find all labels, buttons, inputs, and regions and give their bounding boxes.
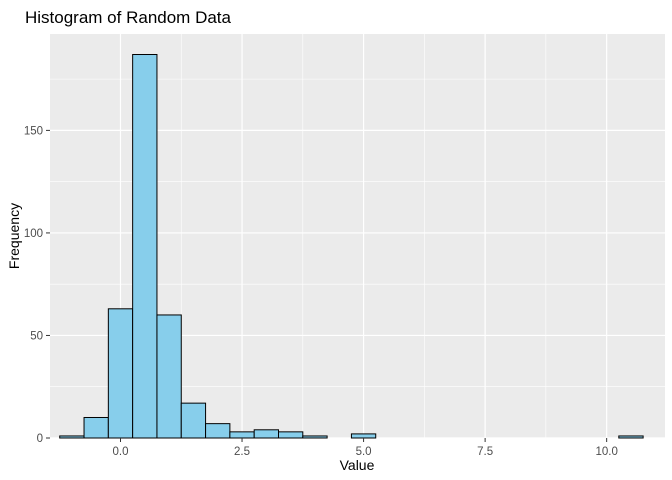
y-tick-label: 150 [24, 125, 43, 137]
histogram-bars [59, 54, 644, 439]
x-tick-label: 5.0 [356, 446, 372, 458]
y-tick-label: 0 [37, 433, 43, 445]
chart-title: Histogram of Random Data [25, 8, 232, 27]
histogram-bar [59, 435, 85, 439]
x-tick-label: 0.0 [112, 446, 128, 458]
x-tick-label: 10.0 [595, 446, 617, 458]
histogram-bar [277, 431, 304, 439]
histogram-bar [350, 433, 377, 439]
y-tick-label: 50 [30, 330, 43, 342]
histogram-bar [107, 308, 134, 439]
histogram-bar [618, 435, 644, 439]
x-tick-label: 2.5 [234, 446, 250, 458]
x-axis-title: Value [340, 457, 375, 473]
histogram-bar [83, 416, 109, 439]
y-axis-ticks: 0 50 100 150 [24, 125, 50, 445]
histogram-bar [180, 402, 207, 439]
histogram-bar [132, 54, 158, 439]
histogram-bar [253, 429, 279, 439]
y-tick-label: 100 [24, 228, 43, 240]
histogram-bar [156, 314, 182, 439]
y-axis-title: Frequency [6, 203, 22, 269]
x-tick-label: 7.5 [477, 446, 493, 458]
histogram-bar [229, 431, 255, 439]
x-axis-ticks: 0.0 2.5 5.0 7.5 10.0 [112, 438, 618, 458]
histogram-bar [302, 435, 328, 439]
histogram-bar [205, 423, 231, 439]
